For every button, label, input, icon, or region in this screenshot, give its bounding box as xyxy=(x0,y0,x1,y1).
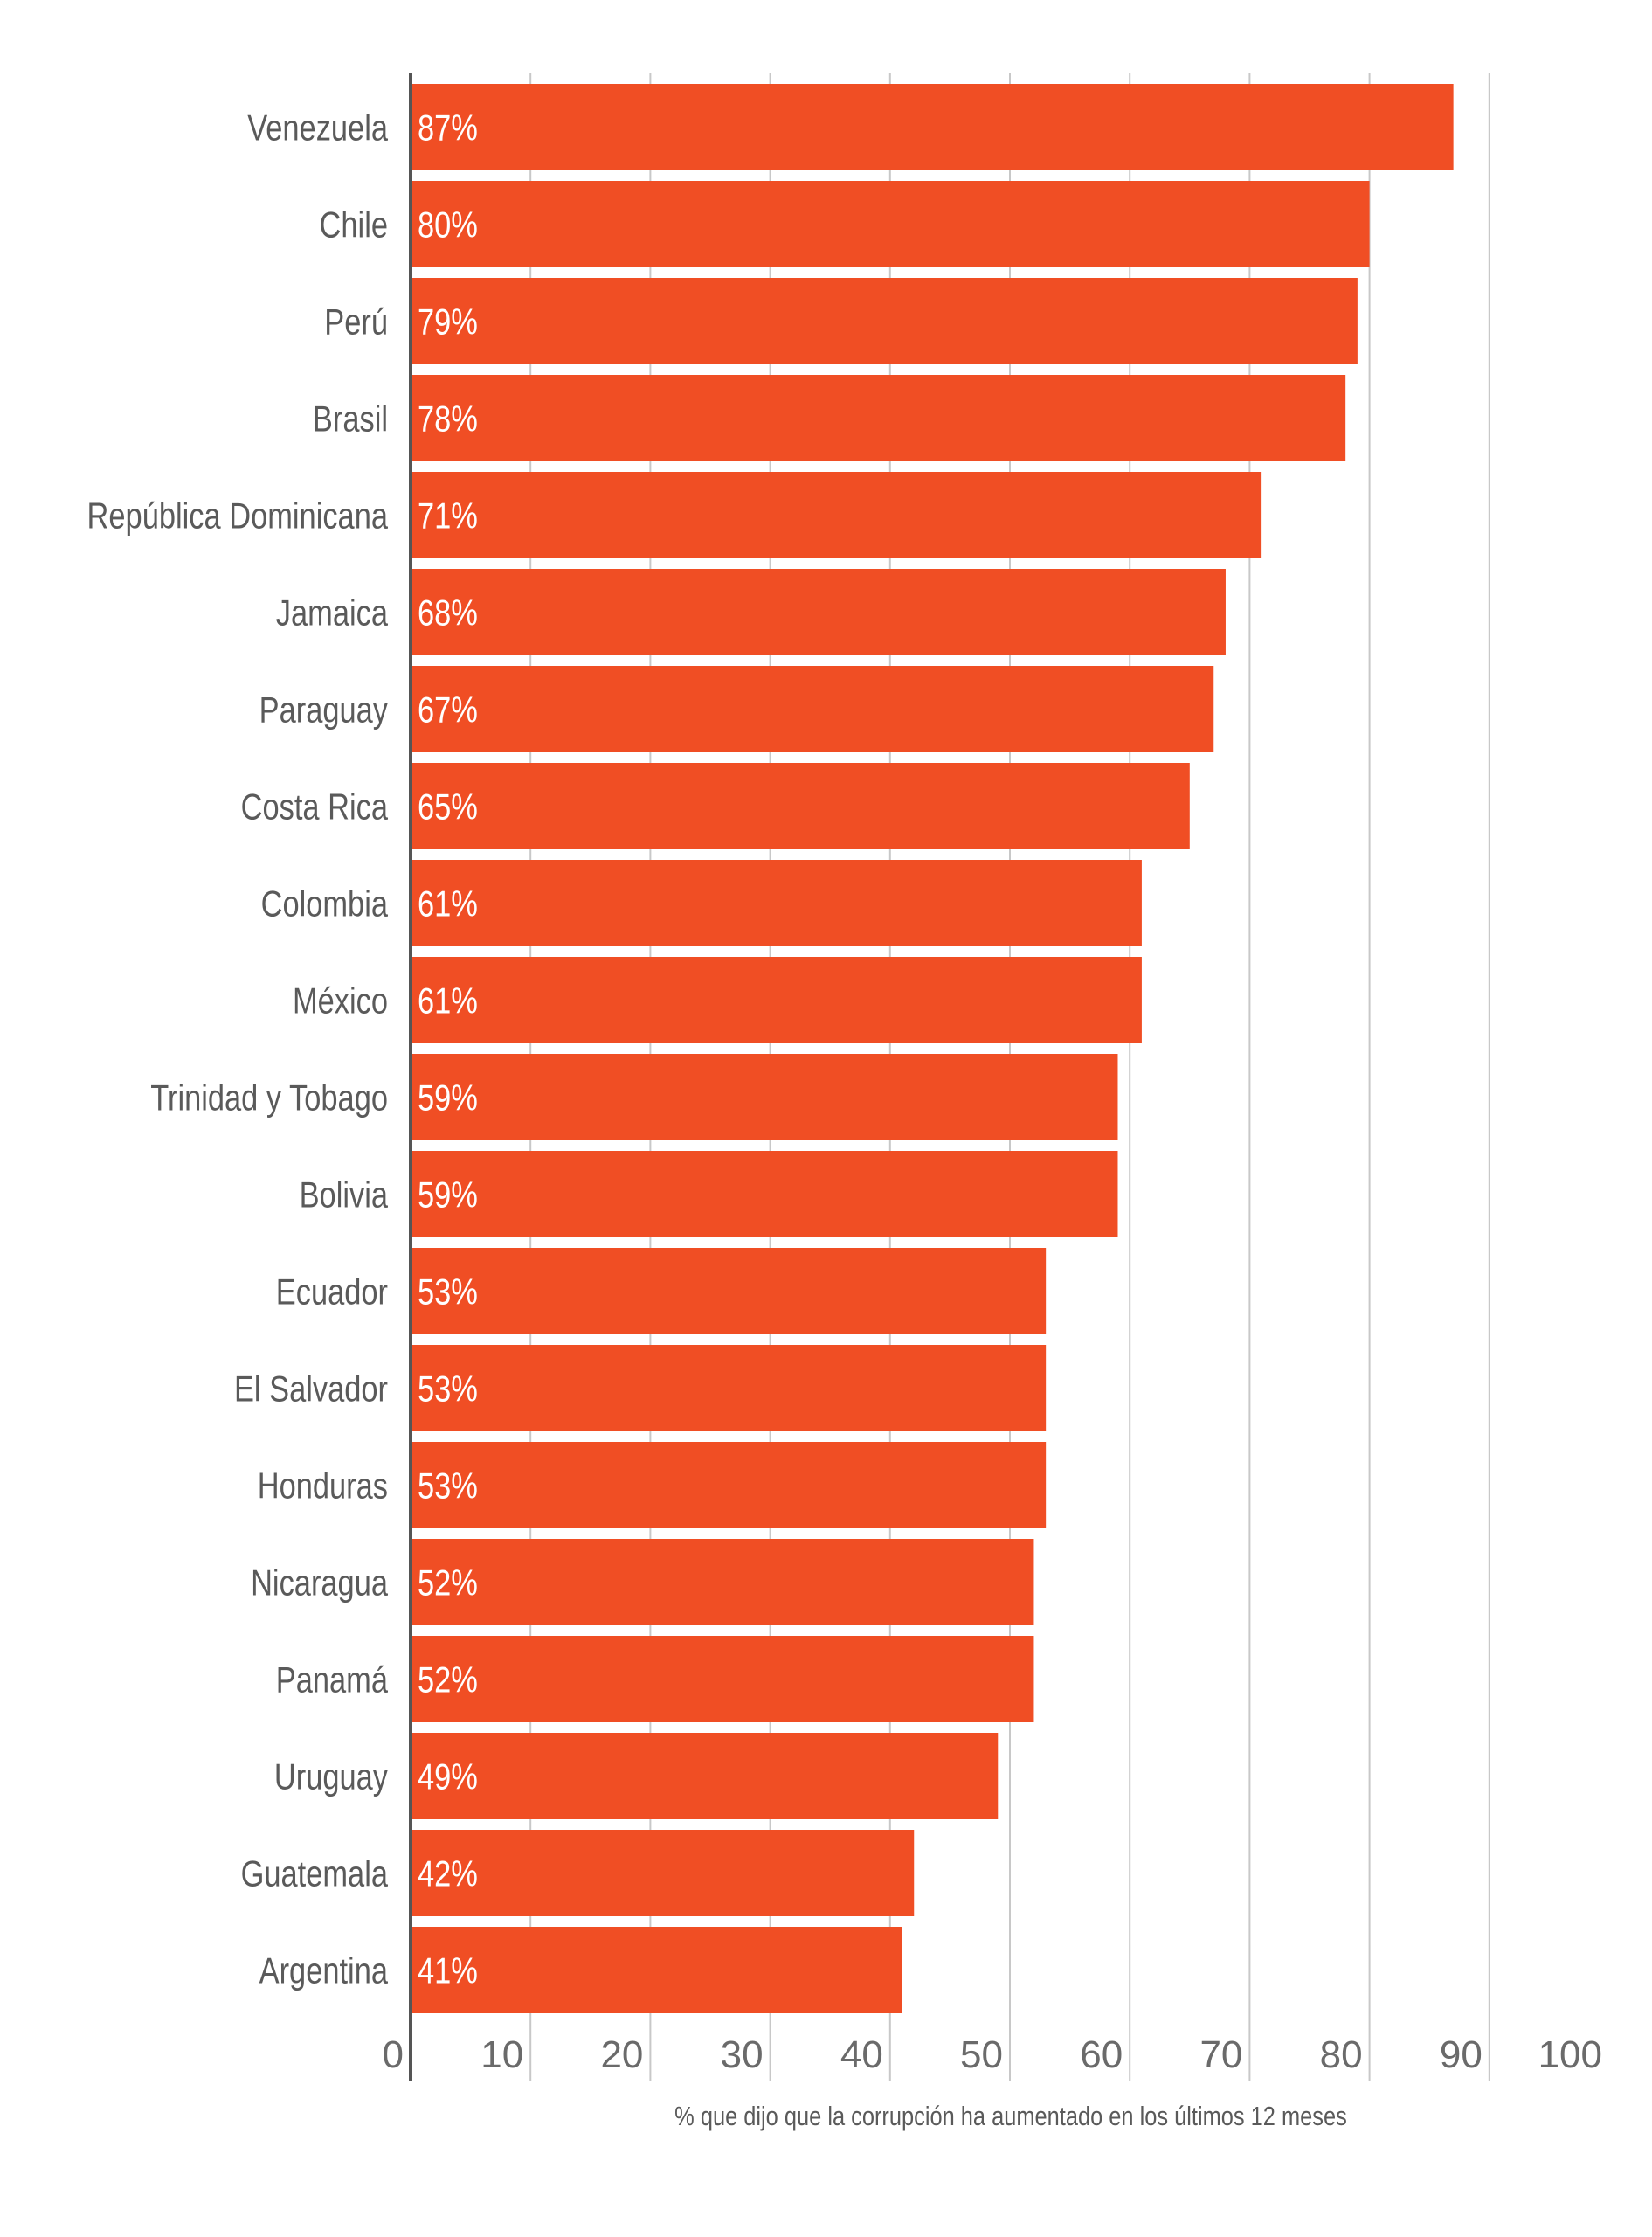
value-label: 67% xyxy=(418,689,478,731)
category-label: Guatemala xyxy=(241,1853,389,1894)
x-tick-labels: 0 10 20 30 40 50 60 70 80 90 100 xyxy=(383,2033,1602,2076)
category-label: Chile xyxy=(320,204,388,246)
bar xyxy=(411,1830,915,1916)
value-label: 87% xyxy=(418,107,478,149)
bar xyxy=(411,1054,1118,1140)
x-tick-label: 50 xyxy=(960,2033,1003,2076)
bar xyxy=(411,84,1454,170)
value-label: 79% xyxy=(418,301,478,343)
x-tick-label: 30 xyxy=(721,2033,764,2076)
bar xyxy=(411,957,1142,1043)
value-label: 53% xyxy=(418,1368,478,1409)
x-tick-label: 90 xyxy=(1440,2033,1483,2076)
bar xyxy=(411,1345,1047,1431)
category-label: Brasil xyxy=(313,398,388,440)
category-label: Colombia xyxy=(261,883,389,925)
value-label: 49% xyxy=(418,1756,478,1797)
value-label: 59% xyxy=(418,1077,478,1118)
bar xyxy=(411,278,1358,364)
value-label: 78% xyxy=(418,398,478,440)
bar xyxy=(411,1927,902,2013)
bar xyxy=(411,569,1226,655)
value-label: 52% xyxy=(418,1659,478,1700)
bar xyxy=(411,1733,999,1819)
x-tick-label: 20 xyxy=(600,2033,643,2076)
category-label: Uruguay xyxy=(274,1756,389,1797)
value-label: 71% xyxy=(418,495,478,537)
category-label: Bolivia xyxy=(300,1174,389,1215)
bar xyxy=(411,1539,1034,1625)
category-label: Trinidad y Tobago xyxy=(150,1077,388,1118)
category-label: Venezuela xyxy=(247,107,388,149)
category-label: Honduras xyxy=(258,1465,388,1506)
x-tick-label: 40 xyxy=(840,2033,883,2076)
bar xyxy=(411,375,1346,461)
category-labels: Venezuela Chile Perú Brasil República Domini… xyxy=(87,107,389,1991)
x-tick-label: 0 xyxy=(383,2033,404,2076)
bar xyxy=(411,1151,1118,1237)
value-label: 80% xyxy=(418,204,478,246)
x-axis-label: % que dijo que la corrupción ha aumentad… xyxy=(674,2102,1347,2132)
value-label: 61% xyxy=(418,883,478,925)
category-label: El Salvador xyxy=(234,1368,388,1409)
bar xyxy=(411,860,1142,946)
x-tick-label: 70 xyxy=(1199,2033,1242,2076)
category-label: Nicaragua xyxy=(251,1562,388,1603)
bar xyxy=(411,1442,1047,1528)
value-label: 41% xyxy=(418,1950,478,1991)
x-tick-label: 60 xyxy=(1080,2033,1123,2076)
category-label: Ecuador xyxy=(276,1271,388,1312)
bar xyxy=(411,1248,1047,1334)
category-label: República Dominicana xyxy=(87,495,389,537)
value-labels: 87% 80% 79% 78% 71% 68% 67% 65% 61% 61% 59% 59% 53% 5… xyxy=(418,107,478,1991)
category-label: Paraguay xyxy=(259,689,389,731)
category-label: México xyxy=(293,980,388,1022)
category-label: Argentina xyxy=(259,1950,389,1991)
bar xyxy=(411,472,1262,558)
bar xyxy=(411,181,1370,267)
category-label: Jamaica xyxy=(276,592,389,634)
category-label: Costa Rica xyxy=(241,786,389,828)
value-label: 61% xyxy=(418,980,478,1022)
x-tick-label: 100 xyxy=(1538,2033,1602,2076)
bars xyxy=(411,84,1454,2013)
bar xyxy=(411,666,1214,752)
value-label: 53% xyxy=(418,1271,478,1312)
bar xyxy=(411,763,1190,849)
value-label: 53% xyxy=(418,1465,478,1506)
bar xyxy=(411,1636,1034,1722)
value-label: 59% xyxy=(418,1174,478,1215)
value-label: 65% xyxy=(418,786,478,828)
value-label: 52% xyxy=(418,1562,478,1603)
category-label: Perú xyxy=(324,301,388,343)
value-label: 68% xyxy=(418,592,478,634)
x-tick-label: 10 xyxy=(480,2033,523,2076)
category-label: Panamá xyxy=(276,1659,389,1700)
value-label: 42% xyxy=(418,1853,478,1894)
x-tick-label: 80 xyxy=(1320,2033,1363,2076)
